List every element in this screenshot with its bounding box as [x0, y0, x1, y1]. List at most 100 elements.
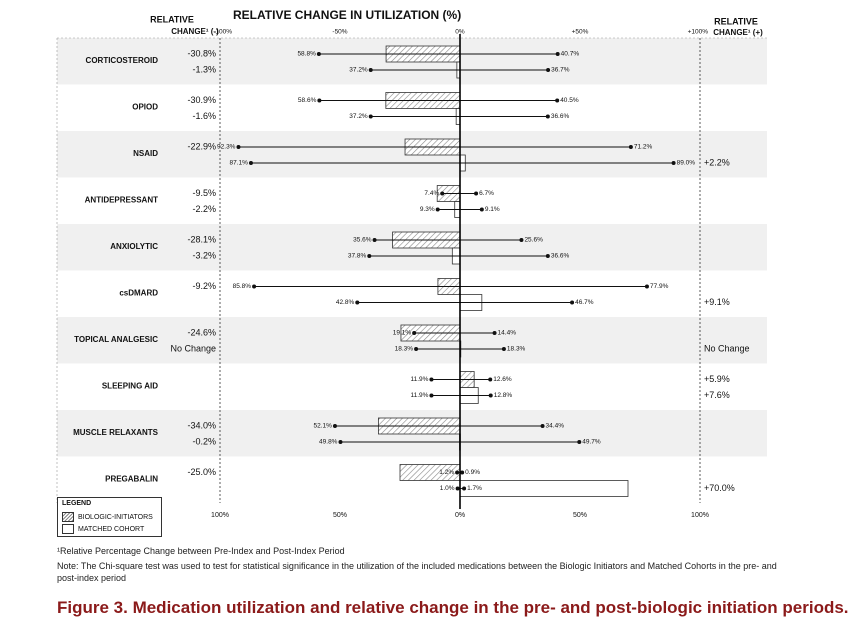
post-value-label: 6.7% — [479, 190, 494, 197]
rel-change-neg-label: -30.8% — [187, 48, 216, 58]
pre-index-dot — [429, 393, 434, 398]
post-index-dot — [501, 347, 506, 351]
post-index-dot — [540, 424, 545, 428]
pre-index-dot — [248, 161, 253, 165]
right-header-line2: CHANGE¹ (+) — [713, 28, 763, 37]
post-index-dot — [545, 254, 550, 258]
pre-value-label: 37.2% — [349, 67, 368, 74]
legend-label-biologic: BIOLOGIC-INITIATORS — [78, 513, 153, 521]
right-header-line1: RELATIVE — [714, 16, 758, 26]
rel-change-neg-label: -30.9% — [187, 95, 216, 105]
bottom-tick-label: 0% — [455, 512, 465, 519]
top-tick-label: -100% — [213, 29, 232, 36]
pre-value-label: 1.2% — [439, 469, 454, 476]
post-value-label: 89.0% — [677, 160, 696, 167]
pre-value-label: 52.1% — [314, 423, 333, 430]
rel-change-neg-label: -9.2% — [192, 281, 216, 291]
post-index-dot — [555, 98, 560, 103]
post-value-label: 71.2% — [634, 144, 653, 151]
post-index-dot — [462, 486, 467, 491]
bottom-tick-label: 50% — [333, 512, 347, 519]
rel-change-neg-label: -28.1% — [187, 234, 216, 244]
pre-index-dot — [429, 377, 434, 382]
pre-value-label: 18.3% — [395, 346, 414, 353]
legend-item-biologic: BIOLOGIC-INITIATORS — [62, 512, 153, 522]
pre-value-label: 35.6% — [353, 237, 372, 244]
category-label: NSAID — [133, 149, 158, 158]
pre-index-dot — [355, 300, 360, 305]
pre-index-dot — [435, 207, 440, 212]
post-value-label: 49.7% — [582, 439, 601, 446]
post-value-label: 36.7% — [551, 67, 570, 74]
post-value-label: 34.4% — [546, 423, 565, 430]
rel-change-pos-label: +7.6% — [704, 390, 730, 400]
pre-index-dot — [412, 331, 417, 335]
category-label: ANXIOLYTIC — [110, 242, 158, 251]
post-value-label: 14.4% — [498, 330, 517, 337]
category-label: ANTIDEPRESSANT — [85, 196, 158, 205]
rel-change-neg-label: -3.2% — [192, 250, 216, 260]
bottom-tick-label: 100% — [211, 512, 229, 519]
post-index-dot — [545, 114, 550, 119]
pre-value-label: 49.8% — [319, 439, 338, 446]
post-value-label: 36.6% — [551, 253, 570, 260]
rel-change-neg-label: -1.3% — [192, 64, 216, 74]
legend-swatch-open — [62, 524, 74, 534]
pre-index-dot — [367, 254, 372, 258]
post-value-label: 46.7% — [575, 299, 594, 306]
legend-label-matched: MATCHED COHORT — [78, 525, 145, 533]
top-tick-label: 0% — [455, 29, 465, 36]
pre-index-dot — [368, 68, 373, 72]
top-tick-label: -50% — [332, 29, 347, 36]
pre-value-label: 9.3% — [420, 206, 435, 213]
post-index-dot — [488, 377, 493, 382]
post-value-label: 18.3% — [507, 346, 526, 353]
figure-caption: Figure 3. Medication utilization and rel… — [57, 598, 849, 617]
post-value-label: 36.6% — [551, 113, 570, 120]
rel-change-pos-label: +70.0% — [704, 483, 735, 493]
pre-index-dot — [316, 52, 321, 56]
category-label: TOPICAL ANALGESIC — [74, 335, 158, 344]
left-header-line1: RELATIVE — [150, 14, 194, 24]
pre-value-label: 85.8% — [233, 283, 252, 290]
pre-index-dot — [372, 238, 377, 242]
rel-change-neg-label: No Change — [170, 343, 216, 353]
category-label: PREGABALIN — [105, 475, 158, 484]
category-label: CORTICOSTEROID — [86, 56, 159, 65]
post-value-label: 40.5% — [560, 97, 579, 104]
bottom-tick-label: 100% — [691, 512, 709, 519]
pre-value-label: 37.8% — [348, 253, 367, 260]
rel-change-neg-label: -34.0% — [187, 420, 216, 430]
pre-value-label: 42.8% — [336, 299, 355, 306]
bottom-tick-label: 50% — [573, 512, 587, 519]
category-label: SLEEPING AID — [102, 382, 158, 391]
post-index-dot — [628, 145, 633, 149]
pre-index-dot — [317, 98, 322, 103]
rel-change-neg-label: -0.2% — [192, 436, 216, 446]
pre-value-label: 11.9% — [410, 392, 428, 399]
post-value-label: 12.6% — [493, 376, 512, 383]
utilization-chart: RELATIVE CHANGE¹ (-) RELATIVE CHANGE IN UT… — [56, 8, 767, 519]
category-label: MUSCLE RELAXANTS — [73, 428, 159, 437]
post-index-dot — [671, 161, 676, 165]
post-value-label: 25.6% — [524, 237, 543, 244]
pre-index-dot — [236, 145, 241, 149]
pre-value-label: 87.1% — [230, 160, 249, 167]
pre-index-dot — [338, 440, 343, 444]
footnote-relative-change: ¹Relative Percentage Change between Pre-… — [57, 546, 345, 556]
post-index-dot — [460, 470, 465, 475]
post-value-label: 0.9% — [465, 469, 480, 476]
pre-index-dot — [455, 470, 460, 475]
legend-title: LEGEND — [62, 500, 92, 507]
pre-value-label: 58.8% — [297, 51, 316, 58]
post-value-label: 40.7% — [561, 51, 580, 58]
rel-change-neg-label: -2.2% — [192, 204, 216, 214]
top-tick-label: +50% — [572, 29, 589, 36]
rel-change-pos-label: No Change — [704, 343, 750, 353]
rel-change-neg-label: -9.5% — [192, 188, 216, 198]
category-label: csDMARD — [119, 289, 158, 298]
pre-index-dot — [252, 284, 257, 289]
post-index-dot — [644, 284, 649, 289]
legend: LEGEND BIOLOGIC-INITIATORS MATCHED COHOR… — [57, 497, 162, 537]
post-index-dot — [577, 440, 582, 444]
